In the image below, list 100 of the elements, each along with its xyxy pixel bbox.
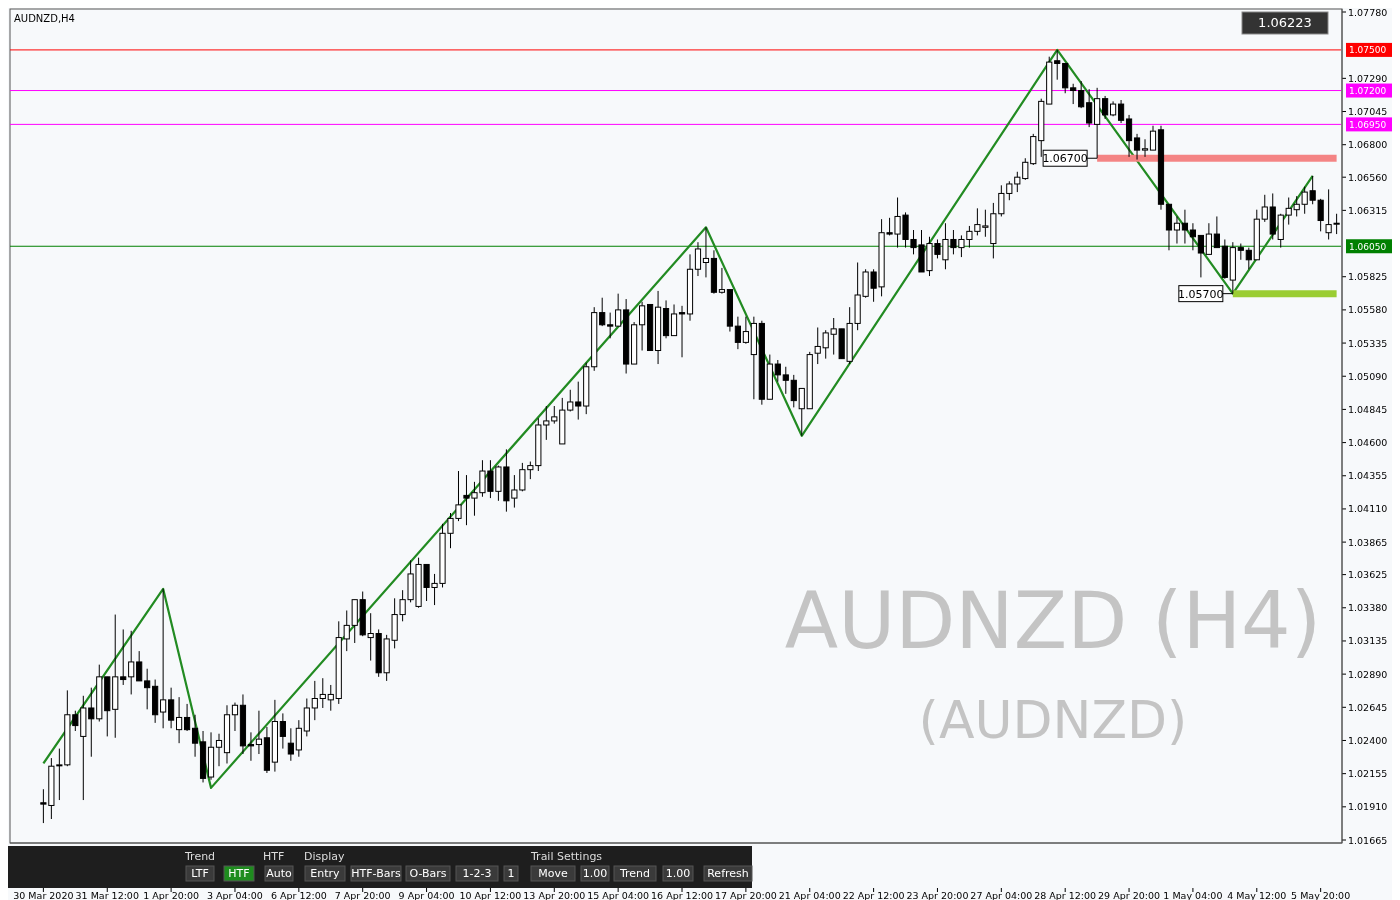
candlestick — [191, 714, 199, 758]
candlestick — [287, 727, 294, 762]
text: 1 — [507, 867, 515, 880]
text: O-Bars — [409, 867, 447, 880]
candlestick — [1205, 222, 1212, 255]
y-tick-label: 1.01665 — [1348, 834, 1388, 846]
candlestick — [215, 733, 223, 767]
y-tick-label: 1.02645 — [1348, 701, 1388, 713]
candlestick — [734, 316, 741, 350]
y-tick-label: 1.03865 — [1348, 536, 1388, 548]
y-tick-label: 1.05580 — [1348, 304, 1388, 316]
chart-title: AUDNZD,H4 — [14, 13, 75, 24]
candlestick — [702, 226, 710, 278]
y-tick-label: 1.07780 — [1348, 6, 1388, 18]
candlestick — [1141, 138, 1149, 158]
y-tick-label: 1.04600 — [1348, 437, 1388, 449]
text: Refresh — [707, 867, 749, 880]
candlestick — [1117, 99, 1125, 124]
y-tick-label: 1.07290 — [1348, 72, 1388, 84]
y-tick-label: 1.05090 — [1348, 370, 1388, 382]
candlestick — [1197, 234, 1204, 278]
candlestick — [1133, 133, 1141, 161]
y-tick-label: 1.04355 — [1348, 470, 1388, 482]
candlestick — [160, 588, 167, 729]
y-tick-label: 1.06315 — [1348, 204, 1388, 216]
candlestick — [742, 316, 749, 345]
text: HTF-Bars — [351, 867, 401, 880]
candlestick — [327, 684, 334, 712]
y-tick-label: 1.06560 — [1348, 171, 1388, 183]
y-tick-label: 1.06800 — [1348, 139, 1388, 151]
candlestick — [144, 668, 151, 710]
ref-line-label: 1.07500 — [1349, 45, 1387, 56]
candlestick — [1102, 95, 1109, 120]
candlestick — [607, 312, 614, 339]
y-tick-label: 1.05825 — [1348, 271, 1388, 283]
candlestick — [247, 731, 255, 762]
candlestick — [599, 297, 606, 327]
text: Auto — [266, 867, 293, 880]
candlestick — [694, 241, 702, 277]
candlestick — [790, 374, 797, 408]
line-series — [42, 48, 1314, 789]
candlestick — [782, 366, 789, 395]
text: LTF — [191, 867, 209, 880]
y-tick-label: 1.03135 — [1348, 635, 1388, 647]
ref-line-label: 1.06950 — [1349, 119, 1387, 130]
text: Trend — [618, 867, 651, 880]
candlestick — [136, 650, 143, 682]
text: 1-2-3 — [462, 867, 492, 880]
candlestick — [639, 301, 646, 352]
y-tick-label: 1.02890 — [1348, 668, 1388, 680]
ref-line-label: 1.07200 — [1349, 86, 1387, 97]
candlestick — [128, 630, 135, 695]
text: Trail Settings — [530, 850, 603, 863]
text: 1.00 — [665, 867, 691, 880]
candlestick — [231, 702, 239, 732]
y-tick-label: 1.03625 — [1348, 569, 1388, 581]
candlestick — [1125, 114, 1133, 158]
candlestick — [319, 677, 326, 709]
candlestick — [183, 703, 191, 732]
y-tick-label: 1.01910 — [1348, 801, 1388, 813]
ref-line-label: 1.06050 — [1349, 241, 1387, 252]
y-tick-label: 1.02400 — [1348, 734, 1388, 746]
candlestick — [311, 680, 318, 721]
candlestick — [120, 628, 127, 686]
y-tick-label: 1.07045 — [1348, 106, 1388, 118]
candlestick — [303, 698, 310, 737]
candlestick — [1149, 125, 1157, 151]
candlestick — [1086, 88, 1093, 128]
candlestick — [1181, 209, 1189, 245]
y-tick-label: 1.04845 — [1348, 403, 1388, 415]
candlestick — [176, 696, 183, 744]
candlestick — [1213, 215, 1220, 249]
annotation: 1.06223 — [1258, 15, 1312, 30]
y-tick-label: 1.02155 — [1348, 768, 1388, 780]
y-tick-label: 1.03380 — [1348, 602, 1388, 614]
candlestick — [774, 359, 781, 383]
text: HTF — [228, 867, 250, 880]
text: Trend — [184, 850, 216, 863]
candlestick — [678, 305, 686, 358]
y-tick-label: 1.05335 — [1348, 337, 1388, 349]
x-tick-label: 30 Mar 2020 — [13, 890, 74, 900]
candlestick — [255, 710, 263, 755]
candlestick — [1245, 247, 1252, 270]
candlestick — [1070, 83, 1077, 105]
text: 1.00 — [582, 867, 608, 880]
candlestick — [615, 293, 622, 327]
candlestick — [718, 267, 726, 295]
candlestick — [168, 687, 175, 729]
candlestick — [295, 719, 302, 758]
candlestick — [1173, 215, 1181, 245]
text: Entry — [310, 867, 341, 880]
y-tick-label: 1.04110 — [1348, 503, 1388, 515]
text: Move — [538, 867, 568, 880]
candlestick — [1261, 194, 1268, 223]
candlestick — [279, 712, 286, 750]
candlestick — [670, 303, 678, 337]
text: HTF — [263, 850, 285, 863]
x-tick-label: 31 Mar 12:00 — [75, 890, 139, 900]
candlestick — [1189, 222, 1197, 251]
candlestick — [1054, 49, 1061, 81]
